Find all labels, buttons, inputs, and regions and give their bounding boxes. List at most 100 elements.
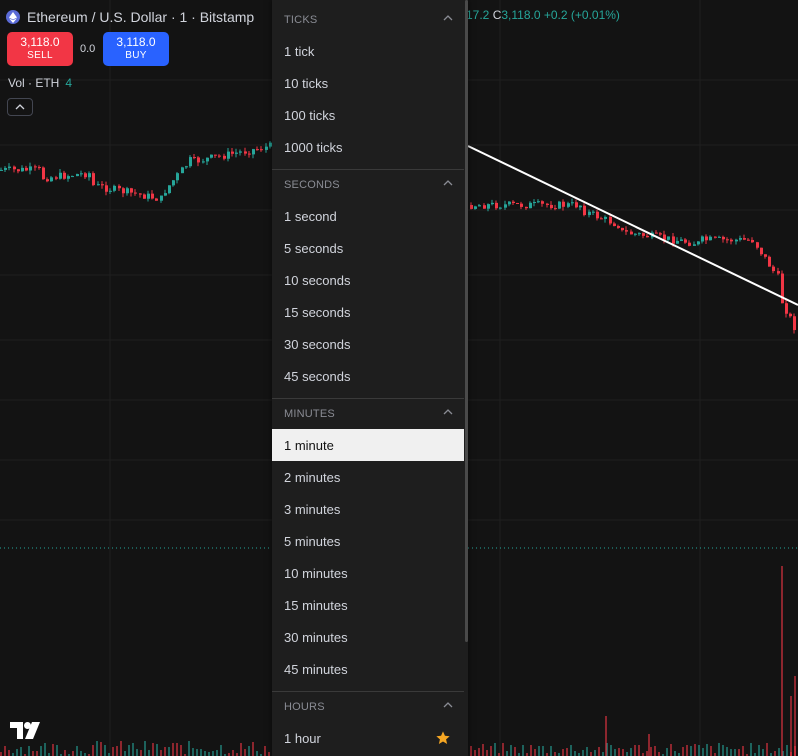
candle (781, 273, 784, 304)
tradingview-logo[interactable] (10, 722, 42, 745)
volume-bar (96, 741, 98, 756)
volume-bar (781, 566, 783, 756)
interval-label: 100 ticks (284, 107, 336, 123)
chevron-up-icon (443, 180, 453, 186)
interval-item-1000-ticks[interactable]: 1000 ticks (272, 131, 465, 163)
buy-button[interactable]: 3,118.0 BUY (103, 32, 169, 66)
volume-bar (678, 753, 680, 756)
volume-bar (694, 744, 696, 756)
volume-bar (252, 742, 254, 756)
section-header-seconds[interactable]: SECONDS (272, 170, 465, 200)
volume-bar (200, 749, 202, 756)
chevron-up-icon (443, 702, 453, 708)
candle (42, 167, 45, 180)
interval-item-1-minute[interactable]: 1 minute (272, 429, 465, 461)
candle (596, 211, 599, 219)
interval-item-3-minutes[interactable]: 3 minutes (272, 493, 465, 525)
interval-item-15-minutes[interactable]: 15 minutes (272, 589, 465, 621)
candle (688, 242, 691, 246)
volume-bar (670, 744, 672, 756)
section-header-hours[interactable]: HOURS (272, 692, 465, 722)
candle (533, 202, 536, 204)
candle (17, 169, 20, 172)
candle (8, 166, 11, 168)
volume-bar (654, 746, 656, 756)
candle (160, 195, 163, 201)
candle (558, 201, 561, 209)
volume-bar (646, 751, 648, 756)
candle (105, 185, 108, 192)
volume-bar (722, 745, 724, 756)
interval-label: 30 minutes (284, 629, 348, 645)
candle (126, 188, 129, 194)
scrollbar-thumb[interactable] (465, 0, 468, 642)
volume-bar (188, 741, 190, 756)
interval-item-1-hour[interactable]: 1 hour (272, 722, 465, 754)
candle (265, 146, 268, 150)
menu-divider (272, 169, 465, 170)
candle (722, 236, 725, 240)
interval-item-30-seconds[interactable]: 30 seconds (272, 328, 465, 360)
interval-item-15-seconds[interactable]: 15 seconds (272, 296, 465, 328)
interval-item-100-ticks[interactable]: 100 ticks (272, 99, 465, 131)
candle (260, 149, 263, 151)
favorite-star-icon[interactable] (435, 730, 451, 746)
volume-bar (244, 749, 246, 756)
volume-bar (192, 748, 194, 756)
sell-button[interactable]: 3,118.0 SELL (7, 32, 73, 66)
candle (13, 166, 16, 170)
interval-item-5-seconds[interactable]: 5 seconds (272, 232, 465, 264)
volume-bar (626, 752, 628, 756)
volume-bar (730, 749, 732, 756)
candle (592, 211, 595, 213)
interval-label: 5 minutes (284, 533, 341, 549)
interval-item-10-seconds[interactable]: 10 seconds (272, 264, 465, 296)
volume-bar (116, 746, 118, 756)
interval-item-10-minutes[interactable]: 10 minutes (272, 557, 465, 589)
volume-bar (108, 753, 110, 756)
interval-item-1-tick[interactable]: 1 tick (272, 35, 465, 67)
candle (223, 155, 226, 159)
volume-bar (562, 749, 564, 756)
interval-item-2-minutes[interactable]: 2 minutes (272, 461, 465, 493)
volume-bar (638, 745, 640, 756)
volume-bar (534, 749, 536, 756)
interval-item-30-minutes[interactable]: 30 minutes (272, 621, 465, 653)
volume-bar (264, 746, 266, 756)
section-header-ticks[interactable]: TICKS (272, 5, 465, 35)
candle (730, 239, 733, 242)
interval-item-10-ticks[interactable]: 10 ticks (272, 67, 465, 99)
candle (139, 193, 142, 195)
candle (193, 157, 196, 159)
candle (269, 142, 272, 147)
interval-item-5-minutes[interactable]: 5 minutes (272, 525, 465, 557)
volume-bar (0, 752, 2, 756)
candle (588, 211, 591, 216)
interval-item-45-minutes[interactable]: 45 minutes (272, 653, 465, 685)
volume-bar (160, 750, 162, 756)
candle (520, 203, 523, 207)
candle (672, 236, 675, 244)
interval-label: 2 minutes (284, 469, 341, 485)
candle (218, 155, 221, 157)
volume-bar (68, 754, 70, 756)
volume-bar (518, 753, 520, 756)
symbol-header[interactable]: Ethereum / U.S. Dollar · 1 · Bitstamp (6, 6, 254, 28)
candle (613, 223, 616, 227)
volume-bar (610, 745, 612, 756)
candle (176, 173, 179, 181)
volume-bar (216, 750, 218, 756)
section-title: TICKS (284, 14, 318, 26)
interval-item-1-second[interactable]: 1 second (272, 200, 465, 232)
candle (743, 238, 746, 240)
volume-bar (522, 745, 524, 756)
section-header-minutes[interactable]: MINUTES (272, 399, 465, 429)
collapse-legend-button[interactable] (7, 98, 33, 116)
interval-item-45-seconds[interactable]: 45 seconds (272, 360, 465, 392)
candle (579, 205, 582, 208)
candle (751, 239, 754, 243)
volume-legend[interactable]: Vol · ETH 4 (8, 76, 72, 90)
volume-bar (240, 743, 242, 756)
interval-dropdown[interactable]: TICKS 1 tick 10 ticks 100 ticks 1000 ticks SE… (272, 0, 468, 756)
